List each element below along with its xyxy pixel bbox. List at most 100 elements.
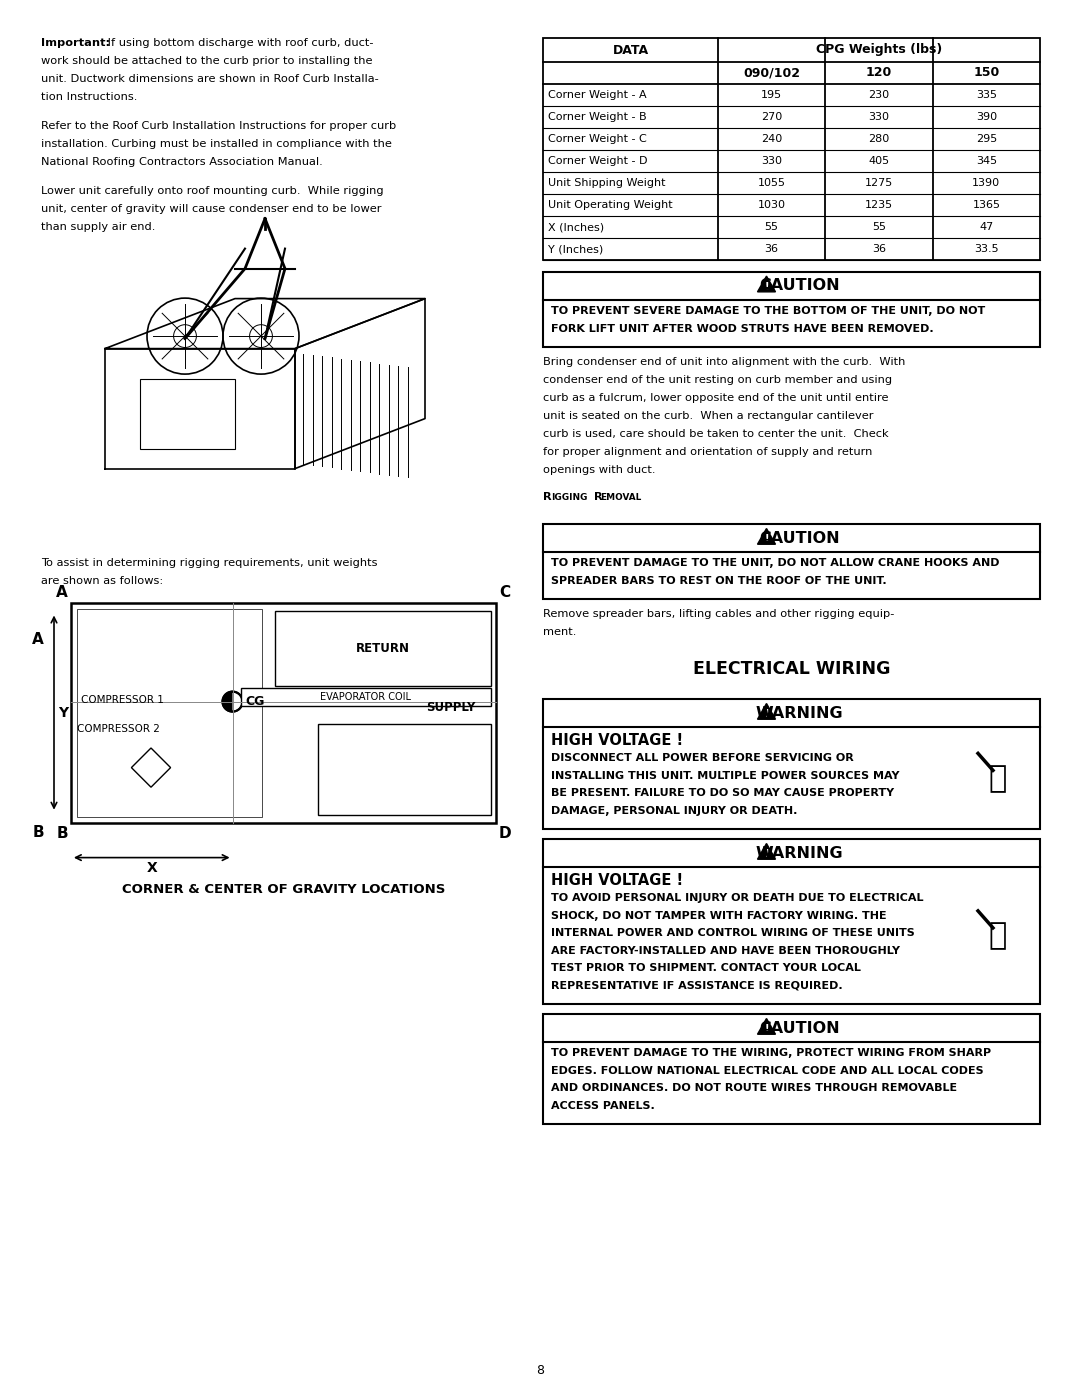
Text: Corner Weight - A: Corner Weight - A	[548, 89, 647, 101]
Bar	[543, 524, 1040, 599]
Text: CPG Weights (lbs): CPG Weights (lbs)	[815, 43, 942, 56]
Text: 47: 47	[980, 222, 994, 232]
Text: 295: 295	[975, 134, 997, 144]
Text: TO PREVENT DAMAGE TO THE UNIT, DO NOT ALLOW CRANE HOOKS AND: TO PREVENT DAMAGE TO THE UNIT, DO NOT AL…	[551, 559, 999, 569]
Text: To assist in determining rigging requirements, unit weights: To assist in determining rigging require…	[41, 557, 378, 567]
Text: !: !	[765, 710, 769, 719]
Text: 330: 330	[761, 156, 782, 166]
Text: 36: 36	[872, 244, 886, 254]
Text: Y: Y	[58, 705, 68, 719]
Text: 1275: 1275	[865, 177, 893, 189]
Text: BE PRESENT. FAILURE TO DO SO MAY CAUSE PROPERTY: BE PRESENT. FAILURE TO DO SO MAY CAUSE P…	[551, 788, 894, 799]
Text: SUPPLY: SUPPLY	[427, 701, 475, 714]
Polygon shape	[757, 528, 775, 545]
Text: COMPRESSOR 1: COMPRESSOR 1	[81, 694, 164, 705]
Text: X (Inches): X (Inches)	[548, 222, 604, 232]
Text: Y (Inches): Y (Inches)	[548, 244, 604, 254]
Text: than supply air end.: than supply air end.	[41, 222, 156, 232]
Text: Refer to the Roof Curb Installation Instructions for proper curb: Refer to the Roof Curb Installation Inst…	[41, 120, 396, 131]
Text: Lower unit carefully onto roof mounting curb.  While rigging: Lower unit carefully onto roof mounting …	[41, 186, 383, 196]
Bar	[275, 610, 491, 686]
Text: National Roofing Contractors Association Manual.: National Roofing Contractors Association…	[41, 156, 323, 166]
Text: 150: 150	[973, 67, 999, 80]
Text: 1235: 1235	[865, 200, 893, 210]
Text: TEST PRIOR TO SHIPMENT. CONTACT YOUR LOCAL: TEST PRIOR TO SHIPMENT. CONTACT YOUR LOC…	[551, 964, 861, 974]
Text: 270: 270	[761, 112, 782, 122]
Polygon shape	[757, 704, 775, 719]
Text: HIGH VOLTAGE !: HIGH VOLTAGE !	[551, 873, 684, 888]
Text: ment.: ment.	[543, 627, 577, 637]
Polygon shape	[757, 277, 775, 292]
Text: 345: 345	[975, 156, 997, 166]
Text: ARE FACTORY-INSTALLED AND HAVE BEEN THOROUGHLY: ARE FACTORY-INSTALLED AND HAVE BEEN THOR…	[551, 946, 900, 956]
Text: DISCONNECT ALL POWER BEFORE SERVICING OR: DISCONNECT ALL POWER BEFORE SERVICING OR	[551, 753, 854, 763]
Text: !: !	[765, 282, 769, 292]
Text: tion Instructions.: tion Instructions.	[41, 92, 137, 102]
Text: 33.5: 33.5	[974, 244, 999, 254]
Text: DATA: DATA	[612, 43, 649, 56]
Wedge shape	[222, 692, 232, 711]
Text: 390: 390	[975, 112, 997, 122]
Text: are shown as follows:: are shown as follows:	[41, 576, 163, 585]
Text: unit. Ductwork dimensions are shown in Roof Curb Installa-: unit. Ductwork dimensions are shown in R…	[41, 74, 379, 84]
Bar	[543, 700, 1040, 830]
Text: TO PREVENT DAMAGE TO THE WIRING, PROTECT WIRING FROM SHARP: TO PREVENT DAMAGE TO THE WIRING, PROTECT…	[551, 1048, 991, 1059]
Text: 405: 405	[868, 156, 890, 166]
Bar	[543, 840, 1040, 1004]
Text: 1030: 1030	[758, 200, 785, 210]
Text: CORNER & CENTER OF GRAVITY LOCATIONS: CORNER & CENTER OF GRAVITY LOCATIONS	[122, 883, 445, 895]
Text: RETURN: RETURN	[356, 641, 410, 655]
Text: installation. Curbing must be installed in compliance with the: installation. Curbing must be installed …	[41, 138, 392, 149]
Text: Remove spreader bars, lifting cables and other rigging equip-: Remove spreader bars, lifting cables and…	[543, 609, 894, 619]
Text: WARNING: WARNING	[756, 705, 843, 721]
Text: Corner Weight - C: Corner Weight - C	[548, 134, 647, 144]
Text: AND ORDINANCES. DO NOT ROUTE WIRES THROUGH REMOVABLE: AND ORDINANCES. DO NOT ROUTE WIRES THROU…	[551, 1084, 957, 1094]
Text: X: X	[147, 861, 157, 875]
Text: !: !	[765, 849, 769, 859]
Text: ✋: ✋	[989, 764, 1008, 793]
Text: condenser end of the unit resting on curb member and using: condenser end of the unit resting on cur…	[543, 374, 892, 386]
Text: EDGES. FOLLOW NATIONAL ELECTRICAL CODE AND ALL LOCAL CODES: EDGES. FOLLOW NATIONAL ELECTRICAL CODE A…	[551, 1066, 984, 1076]
Text: 195: 195	[761, 89, 782, 101]
Polygon shape	[757, 844, 775, 859]
Text: C: C	[499, 584, 510, 599]
Text: R: R	[543, 492, 552, 502]
Text: for proper alignment and orientation of supply and return: for proper alignment and orientation of …	[543, 447, 873, 457]
Text: INTERNAL POWER AND CONTROL WIRING OF THESE UNITS: INTERNAL POWER AND CONTROL WIRING OF THE…	[551, 929, 915, 939]
Text: EVAPORATOR COIL: EVAPORATOR COIL	[321, 692, 411, 703]
Text: Unit Operating Weight: Unit Operating Weight	[548, 200, 673, 210]
Bar	[543, 272, 1040, 346]
Text: ✋: ✋	[989, 922, 1008, 950]
Text: HIGH VOLTAGE !: HIGH VOLTAGE !	[551, 733, 684, 749]
Text: unit is seated on the curb.  When a rectangular cantilever: unit is seated on the curb. When a recta…	[543, 411, 874, 420]
Text: 335: 335	[976, 89, 997, 101]
Bar	[241, 689, 491, 707]
Text: work should be attached to the curb prior to installing the: work should be attached to the curb prio…	[41, 56, 373, 66]
Text: IGGING: IGGING	[551, 493, 588, 502]
Text: !: !	[765, 534, 769, 545]
Text: WARNING: WARNING	[756, 847, 843, 861]
Text: 240: 240	[761, 134, 782, 144]
Text: 36: 36	[765, 244, 779, 254]
Text: A: A	[56, 584, 68, 599]
Text: CG: CG	[245, 696, 265, 708]
Text: Bring condenser end of unit into alignment with the curb.  With: Bring condenser end of unit into alignme…	[543, 358, 905, 367]
Text: !: !	[765, 1024, 769, 1034]
Text: A: A	[32, 631, 44, 647]
Text: 1055: 1055	[758, 177, 785, 189]
Text: Corner Weight - B: Corner Weight - B	[548, 112, 647, 122]
Text: TO PREVENT SEVERE DAMAGE TO THE BOTTOM OF THE UNIT, DO NOT: TO PREVENT SEVERE DAMAGE TO THE BOTTOM O…	[551, 306, 985, 316]
Text: CAUTION: CAUTION	[759, 531, 840, 546]
Text: B: B	[32, 824, 44, 840]
Text: 55: 55	[765, 222, 779, 232]
Text: 1365: 1365	[972, 200, 1000, 210]
Text: INSTALLING THIS UNIT. MULTIPLE POWER SOURCES MAY: INSTALLING THIS UNIT. MULTIPLE POWER SOU…	[551, 771, 900, 781]
Bar	[71, 602, 496, 823]
Bar	[318, 724, 491, 814]
Polygon shape	[757, 1018, 775, 1034]
Text: 330: 330	[868, 112, 890, 122]
Bar	[543, 38, 1040, 260]
Text: B: B	[56, 826, 68, 841]
Text: If using bottom discharge with roof curb, duct-: If using bottom discharge with roof curb…	[104, 38, 374, 47]
Text: SHOCK, DO NOT TAMPER WITH FACTORY WIRING. THE: SHOCK, DO NOT TAMPER WITH FACTORY WIRING…	[551, 911, 887, 921]
